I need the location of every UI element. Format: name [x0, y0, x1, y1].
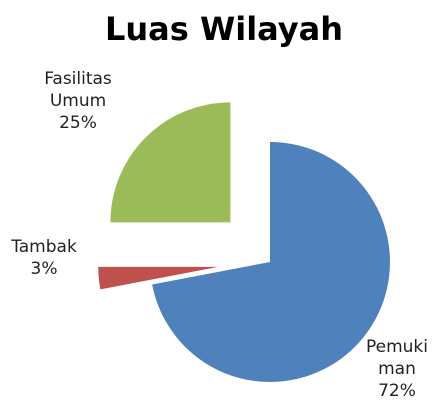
chart-title: Luas Wilayah — [104, 10, 344, 48]
value-label: 3% — [30, 259, 58, 279]
pie-slice — [98, 266, 219, 290]
value-label: 72% — [378, 381, 416, 401]
slice-label: Pemukiman 72% — [362, 336, 432, 402]
category-label: Tambak — [11, 237, 77, 257]
slice-label: Tambak 3% — [4, 236, 84, 280]
category-label: Fasilitas Umum — [44, 69, 112, 111]
category-label: Pemukiman — [365, 337, 428, 379]
slice-label: Fasilitas Umum 25% — [36, 68, 120, 134]
pie-slice — [110, 102, 231, 223]
value-label: 25% — [59, 113, 97, 133]
pie-slice — [152, 142, 390, 382]
